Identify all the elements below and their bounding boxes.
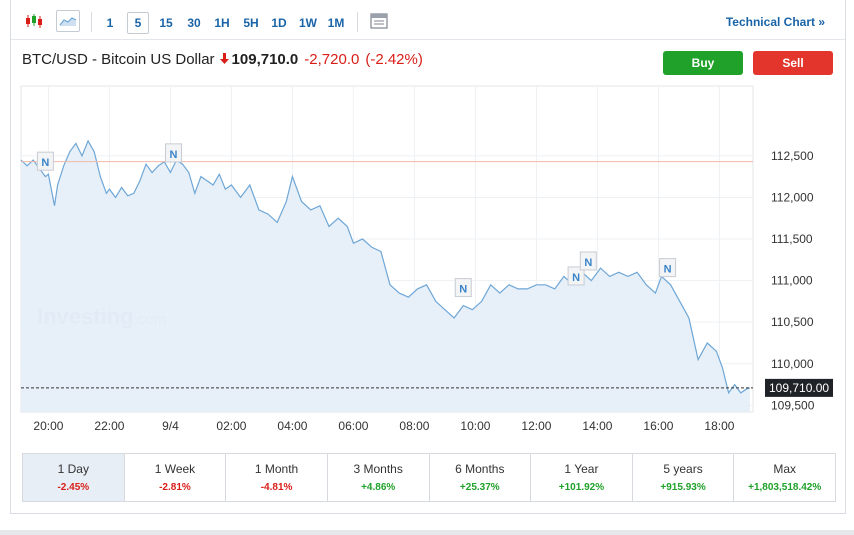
news-marker-label: N [459,284,467,296]
x-tick-label: 16:00 [643,419,673,433]
timeframe-5[interactable]: 5 [127,12,149,34]
last-price-badge [765,378,833,397]
x-tick-label: 20:00 [33,419,63,433]
news-marker-label: N [584,257,592,269]
candlestick-icon[interactable] [23,10,45,32]
timeframe-30[interactable]: 30 [187,16,201,30]
period-change: +4.86% [361,482,396,493]
instrument-name: BTC/USD - Bitcoin US Dollar [22,51,215,68]
last-price-badge-label: 109,710.00 [769,381,829,395]
news-marker[interactable] [579,251,597,271]
y-tick-label: 112,000 [771,190,814,204]
x-tick-label: 10:00 [460,419,490,433]
news-marker[interactable] [659,258,677,278]
period-change: +25.37% [459,482,500,493]
page-footer-edge [0,530,854,535]
period-label: 1 Month [254,462,299,476]
period-label: 5 years [663,462,703,476]
timeframe-5h[interactable]: 5H [243,16,259,30]
period-label: Max [773,462,797,476]
chart-toolbar: 1 5 15 30 1H 5H 1D 1W 1M Technical Chart » [11,0,845,40]
period-label: 3 Months [353,462,403,476]
area-chart-icon[interactable] [56,10,80,32]
y-tick-label: 109,500 [771,398,815,412]
x-tick-label: 04:00 [277,419,307,433]
timeframe-1h[interactable]: 1H [214,16,230,30]
period-label: 1 Year [564,462,599,476]
news-marker[interactable] [454,278,472,298]
period-1-day[interactable]: 1 Day -2.45% [23,454,124,501]
table-icon[interactable] [367,10,391,32]
news-marker[interactable] [567,266,585,286]
timeframe-1m[interactable]: 1M [327,16,345,30]
news-marker[interactable] [165,143,182,163]
news-marker-label: N [41,157,49,169]
period-change: -2.81% [159,482,191,493]
price-change: -2,720.0 [304,51,360,68]
sell-button[interactable]: Sell [753,51,833,75]
news-marker-label: N [572,272,580,284]
price-line [20,139,751,395]
x-tick-label: 06:00 [338,419,368,433]
instrument-header: BTC/USD - Bitcoin US Dollar 109,710.0 -2… [22,51,423,68]
timeframe-1d[interactable]: 1D [271,16,287,30]
period-change: +1,803,518.42% [748,482,822,493]
toolbar-divider [357,12,358,32]
price-change-percent: (-2.42%) [365,51,423,68]
last-price: 109,710.0 [231,51,299,68]
chart-widget: 1 5 15 30 1H 5H 1D 1W 1M Technical Chart » BTC/U… [10,0,846,514]
price-chart[interactable]: Investing.comNNNNNN112,500112,000111,500… [11,0,845,445]
x-tick-label: 9/4 [162,419,179,433]
y-tick-label: 111,500 [771,232,813,246]
y-tick-label: 111,000 [771,274,813,288]
period-change: +915.93% [660,482,706,493]
period-change: +101.92% [558,482,605,493]
timeframe-15[interactable]: 15 [159,16,173,30]
price-area [21,140,750,412]
buy-button[interactable]: Buy [663,51,743,75]
x-tick-label: 02:00 [216,419,246,433]
x-tick-label: 14:00 [582,419,612,433]
period-max[interactable]: Max +1,803,518.42% [733,454,835,501]
period-change: -2.45% [57,482,90,493]
technical-chart-link[interactable]: Technical Chart » [725,15,825,29]
period-label: 6 Months [455,462,505,476]
period-1-month[interactable]: 1 Month -4.81% [225,454,327,501]
y-tick-label: 110,500 [771,315,814,329]
period-1-year[interactable]: 1 Year +101.92% [530,454,632,501]
news-marker-label: N [170,149,178,161]
y-tick-label: 112,500 [771,149,814,163]
period-1-week[interactable]: 1 Week -2.81% [123,454,226,501]
period-6-months[interactable]: 6 Months +25.37% [428,454,531,501]
period-label: 1 Week [154,462,196,476]
x-tick-label: 22:00 [94,419,124,433]
x-tick-label: 18:00 [704,419,734,433]
x-tick-label: 12:00 [521,419,551,433]
y-tick-label: 110,000 [771,357,814,371]
news-marker[interactable] [36,151,54,171]
period-5-years[interactable]: 5 years +915.93% [631,454,734,501]
news-marker-label: N [664,264,672,276]
period-change: -4.81% [260,482,293,493]
toolbar-divider [91,12,92,32]
period-label: 1 Day [57,462,89,476]
timeframe-1w[interactable]: 1W [299,16,317,30]
down-arrow-icon [219,52,229,67]
period-3-months[interactable]: 3 Months +4.86% [326,454,429,501]
performance-periods: 1 Day -2.45% 1 Week -2.81% 1 Month -4.81% 3 Mo… [22,453,836,502]
x-tick-label: 08:00 [399,419,429,433]
timeframe-1[interactable]: 1 [106,16,114,30]
